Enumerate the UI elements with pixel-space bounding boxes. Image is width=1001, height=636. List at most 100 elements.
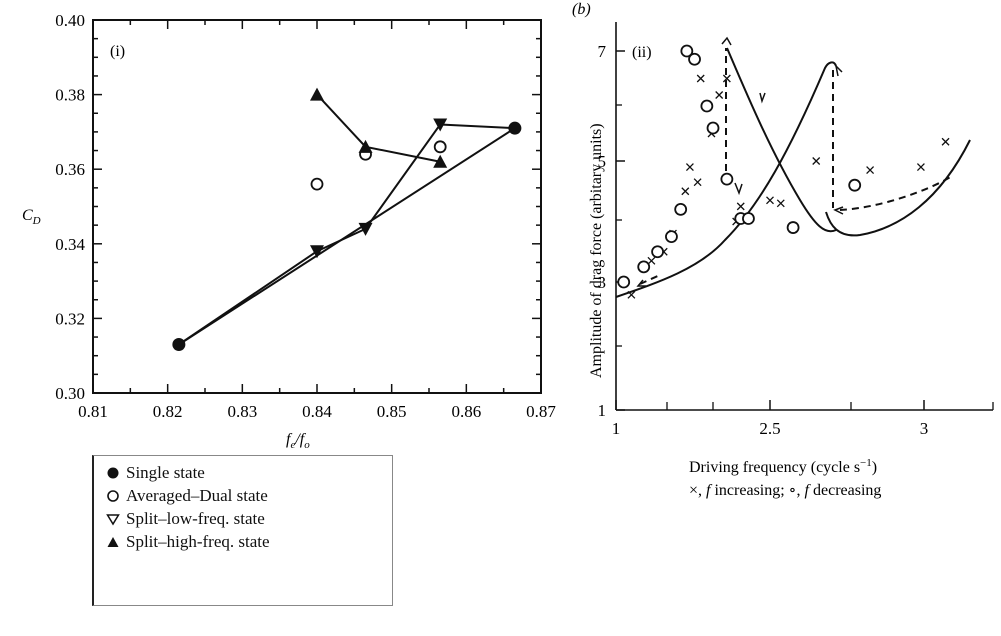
up-triangle-icon	[107, 537, 119, 547]
data-point	[693, 178, 702, 187]
panel-ii-xlabel: Driving frequency (cycle s−1)	[689, 457, 877, 476]
x-tick-label: 2.5	[759, 419, 780, 438]
data-point	[786, 221, 800, 234]
x-tick-label: 3	[920, 419, 929, 438]
panel-ii-label: (ii)	[632, 44, 652, 61]
x-tick-label: 0.83	[227, 402, 257, 421]
x-tick-label: 0.85	[377, 402, 407, 421]
data-point	[647, 256, 656, 265]
y-tick-label: 3	[598, 273, 607, 292]
data-point	[812, 157, 821, 165]
y-tick-label: 7	[598, 42, 607, 61]
data-point	[310, 177, 324, 191]
data-point	[706, 121, 720, 135]
panel-i-markers	[172, 87, 522, 352]
data-point	[433, 118, 448, 132]
data-point	[508, 121, 522, 135]
data-point	[776, 199, 785, 208]
data-point	[700, 99, 714, 113]
x-tick-label: 0.81	[78, 402, 108, 421]
data-point	[681, 187, 690, 196]
data-point	[916, 163, 925, 172]
arrow-icon	[721, 36, 732, 46]
data-point	[866, 166, 875, 175]
down-triangle-icon	[106, 514, 120, 526]
filled-circle-icon	[107, 467, 119, 479]
legend-label: Split–high-freq. state	[126, 532, 270, 551]
data-point	[172, 338, 186, 352]
panel-ii-curve-decreasing	[726, 47, 837, 233]
legend-label: Averaged–Dual state	[126, 486, 268, 505]
data-point	[736, 202, 745, 211]
data-point	[651, 245, 664, 259]
data-point	[685, 163, 694, 172]
data-point	[433, 154, 448, 168]
series-line	[178, 250, 318, 346]
data-point	[433, 140, 447, 154]
data-point	[680, 44, 694, 58]
panel-i-tick-labels: 0.81 0.82 0.83 0.84 0.85 0.86 0.87 0.30 0.32 0.34…	[55, 11, 556, 421]
data-point	[637, 260, 651, 274]
panel-ii-dashed-low-left	[639, 274, 661, 285]
series-line	[440, 123, 515, 130]
panel-i-lines	[178, 93, 516, 346]
panel-ii-curve-increasing	[615, 61, 837, 298]
legend-label: Single state	[126, 463, 205, 482]
panel-ii-arrows	[636, 36, 844, 287]
x-tick-label: 1	[612, 419, 621, 438]
y-tick-label: 0.36	[55, 160, 85, 179]
data-point	[617, 275, 631, 289]
data-point	[742, 212, 755, 225]
data-point	[715, 91, 724, 99]
y-tick-label: 1	[598, 401, 607, 420]
panel-ii-dashed-curves	[639, 48, 953, 285]
open-circle-icon	[107, 490, 119, 502]
panel-i-ticks	[92, 19, 542, 394]
data-point	[722, 74, 731, 83]
data-point	[310, 87, 324, 101]
arrow-icon	[833, 206, 844, 215]
data-point	[674, 202, 688, 216]
panel-ii-tick-labels: 1 3 5 7 1 2.5 3	[598, 42, 929, 438]
panel-i-chart: 0.81 0.82 0.83 0.84 0.85 0.86 0.87 0.30 0.32 0.34…	[22, 11, 556, 451]
panel-ii-markers	[617, 44, 950, 299]
x-tick-label: 0.82	[153, 402, 183, 421]
arrow-icon	[834, 63, 843, 77]
panel-i-plot-frame	[92, 19, 542, 394]
y-tick-label: 0.32	[55, 309, 85, 328]
panel-ii-curve-lower-branch	[825, 139, 971, 237]
data-point	[720, 172, 734, 186]
x-tick-label: 0.84	[302, 402, 332, 421]
legend-label: Split–low-freq. state	[126, 509, 265, 528]
data-point	[848, 178, 862, 192]
data-point	[696, 74, 705, 83]
arrow-icon	[636, 279, 646, 287]
panel-ii-curves	[615, 47, 971, 298]
x-tick-label: 0.86	[451, 402, 481, 421]
panel-i-xlabel: fe/fo	[286, 431, 310, 451]
panel-b-label: (b)	[572, 1, 591, 18]
data-point	[688, 52, 701, 66]
y-tick-label: 0.40	[55, 11, 85, 30]
data-point	[766, 196, 774, 205]
panel-i-legend: Single state Averaged–Dual state Split–l…	[92, 455, 393, 606]
y-tick-label: 0.38	[55, 86, 85, 105]
arrow-icon	[759, 92, 766, 104]
data-point	[310, 245, 324, 259]
data-point	[358, 222, 373, 236]
x-tick-label: 0.87	[526, 402, 556, 421]
data-point	[358, 139, 373, 153]
data-point	[941, 137, 950, 146]
data-point	[665, 230, 678, 244]
panel-ii-ylabel: Amplitude of drag force (arbitary units)	[588, 123, 605, 378]
panel-ii-dashed-lower	[839, 175, 953, 211]
y-tick-label: 0.30	[55, 384, 85, 403]
y-tick-label: 5	[598, 152, 607, 171]
panel-i-label: (i)	[110, 43, 125, 60]
series-line	[178, 127, 516, 346]
panel-i-ylabel: CD	[22, 207, 41, 227]
panel-ii-caption: ×, f increasing; ∘, f decreasing	[689, 482, 881, 499]
data-point	[627, 290, 636, 299]
